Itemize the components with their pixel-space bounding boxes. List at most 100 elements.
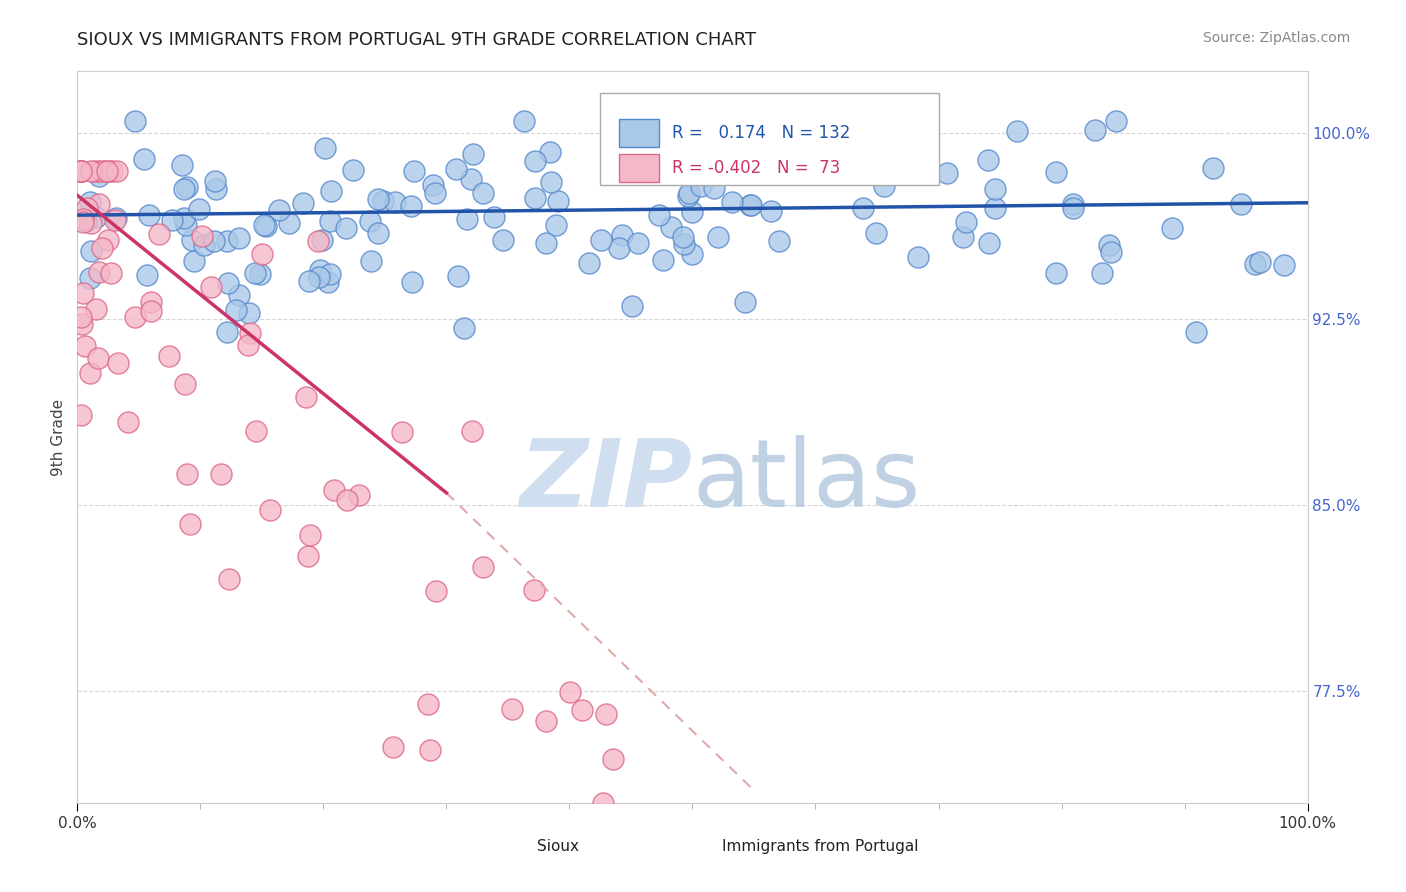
- Point: [96, 163, 118, 178]
- Point: [193, 238, 215, 252]
- Point: [297, 549, 319, 563]
- Point: [89, 265, 111, 279]
- Point: [419, 742, 441, 756]
- Point: [319, 214, 342, 228]
- Point: [97, 233, 120, 247]
- Point: [1084, 123, 1107, 137]
- Point: [460, 171, 482, 186]
- Point: [308, 269, 330, 284]
- Point: [174, 218, 197, 232]
- Point: [659, 219, 682, 234]
- Point: [589, 233, 612, 247]
- Point: [423, 186, 446, 201]
- Point: [681, 205, 703, 219]
- Point: [70, 317, 93, 331]
- Point: [87, 169, 110, 183]
- Point: [620, 299, 643, 313]
- Point: [87, 196, 110, 211]
- Text: Sioux: Sioux: [537, 839, 579, 855]
- Point: [259, 503, 281, 517]
- Point: [298, 274, 321, 288]
- Point: [571, 703, 593, 717]
- Point: [1005, 123, 1028, 137]
- Point: [157, 349, 180, 363]
- Point: [225, 303, 247, 318]
- Point: [124, 114, 146, 128]
- Point: [173, 211, 195, 226]
- Point: [402, 163, 425, 178]
- Point: [401, 199, 423, 213]
- Point: [243, 266, 266, 280]
- Point: [200, 280, 222, 294]
- Point: [70, 163, 93, 178]
- Point: [173, 182, 195, 196]
- Text: R = -0.402   N =  73: R = -0.402 N = 73: [672, 159, 839, 177]
- Point: [952, 230, 974, 244]
- Point: [311, 233, 333, 247]
- Point: [1229, 197, 1251, 211]
- Point: [314, 141, 336, 155]
- Point: [595, 706, 617, 721]
- Point: [976, 153, 998, 168]
- Point: [456, 211, 478, 226]
- Bar: [619, 154, 659, 182]
- Point: [534, 714, 557, 728]
- Point: [141, 294, 163, 309]
- Point: [360, 254, 382, 268]
- Point: [371, 194, 394, 209]
- Point: [367, 226, 389, 240]
- Point: [1062, 201, 1084, 215]
- Point: [80, 216, 103, 230]
- Point: [117, 415, 139, 429]
- Point: [707, 230, 730, 244]
- Point: [416, 697, 439, 711]
- Point: [740, 198, 762, 212]
- Point: [70, 163, 93, 178]
- Point: [673, 237, 696, 252]
- Point: [132, 152, 155, 166]
- Point: [250, 246, 273, 260]
- Point: [523, 582, 546, 597]
- Point: [482, 211, 505, 225]
- Point: [187, 202, 209, 216]
- Point: [307, 234, 329, 248]
- Point: [714, 131, 737, 145]
- Point: [239, 326, 262, 340]
- Point: [228, 231, 250, 245]
- Point: [215, 234, 238, 248]
- Point: [218, 572, 240, 586]
- Point: [179, 517, 201, 532]
- Text: ZIP: ZIP: [520, 435, 693, 527]
- Point: [105, 163, 128, 178]
- Point: [170, 158, 193, 172]
- Point: [513, 114, 536, 128]
- Point: [578, 255, 600, 269]
- Point: [93, 163, 115, 178]
- Point: [104, 213, 127, 227]
- Point: [319, 184, 342, 198]
- Point: [592, 796, 614, 810]
- Point: [1062, 196, 1084, 211]
- Point: [627, 235, 650, 250]
- Point: [70, 310, 93, 325]
- Point: [79, 195, 101, 210]
- Point: [1184, 325, 1206, 339]
- Point: [887, 161, 910, 175]
- Point: [181, 233, 204, 247]
- Y-axis label: 9th Grade: 9th Grade: [51, 399, 66, 475]
- Bar: [619, 119, 659, 146]
- Point: [1243, 257, 1265, 271]
- Point: [447, 268, 470, 283]
- Text: SIOUX VS IMMIGRANTS FROM PORTUGAL 9TH GRADE CORRELATION CHART: SIOUX VS IMMIGRANTS FROM PORTUGAL 9TH GR…: [77, 31, 756, 49]
- Point: [249, 267, 271, 281]
- Point: [1099, 244, 1122, 259]
- Point: [453, 320, 475, 334]
- Point: [681, 247, 703, 261]
- Point: [228, 288, 250, 302]
- Point: [80, 163, 103, 178]
- Point: [101, 163, 124, 178]
- Point: [547, 194, 569, 208]
- Point: [1098, 237, 1121, 252]
- Point: [70, 408, 93, 422]
- Point: [176, 467, 198, 481]
